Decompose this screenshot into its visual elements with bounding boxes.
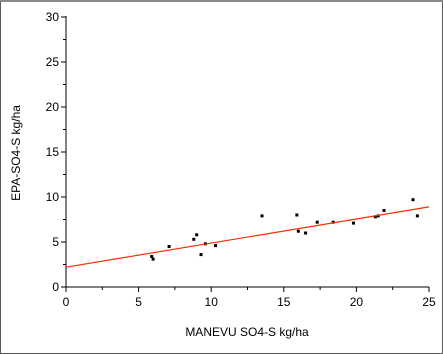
y-axis-label: EPA-SO4-S kg/ha bbox=[9, 105, 23, 201]
y-tick-label: 0 bbox=[52, 280, 59, 294]
data-point bbox=[295, 213, 299, 217]
y-tick-label: 25 bbox=[46, 55, 60, 69]
data-point bbox=[199, 253, 203, 257]
data-point bbox=[351, 221, 355, 225]
data-point bbox=[214, 244, 218, 248]
x-axis-label: MANEVU SO4-S kg/ha bbox=[185, 325, 309, 339]
y-tick-label: 20 bbox=[46, 100, 60, 114]
data-point bbox=[373, 215, 377, 219]
x-tick-label: 10 bbox=[205, 295, 219, 309]
y-tick-label: 5 bbox=[52, 235, 59, 249]
data-point bbox=[195, 233, 199, 237]
data-point bbox=[151, 257, 155, 261]
data-point bbox=[315, 220, 319, 224]
data-point bbox=[167, 245, 171, 248]
axes bbox=[65, 16, 429, 288]
data-point bbox=[411, 198, 415, 202]
trend-line bbox=[65, 206, 430, 268]
x-tick-label: 15 bbox=[277, 295, 291, 309]
data-point bbox=[382, 209, 386, 212]
regression-line bbox=[65, 206, 430, 268]
data-points bbox=[150, 198, 419, 261]
y-tick-label: 30 bbox=[46, 10, 60, 24]
data-point bbox=[192, 237, 196, 241]
x-tick-label: 25 bbox=[422, 295, 436, 309]
data-point bbox=[296, 229, 300, 233]
x-tick-label: 20 bbox=[350, 295, 364, 309]
y-tick-label: 10 bbox=[46, 190, 60, 204]
data-point bbox=[304, 231, 308, 235]
y-tick-label: 15 bbox=[46, 145, 60, 159]
data-point bbox=[331, 220, 335, 224]
x-tick-label: 5 bbox=[135, 295, 142, 309]
window-top-edge bbox=[0, 0, 443, 2]
x-tick-label: 0 bbox=[63, 295, 70, 309]
data-point bbox=[150, 254, 154, 258]
data-point bbox=[260, 214, 264, 218]
ticks: 0 5 10 15 20 25 0 5 10 15 20 25 30 bbox=[46, 10, 436, 309]
data-point bbox=[415, 214, 419, 218]
